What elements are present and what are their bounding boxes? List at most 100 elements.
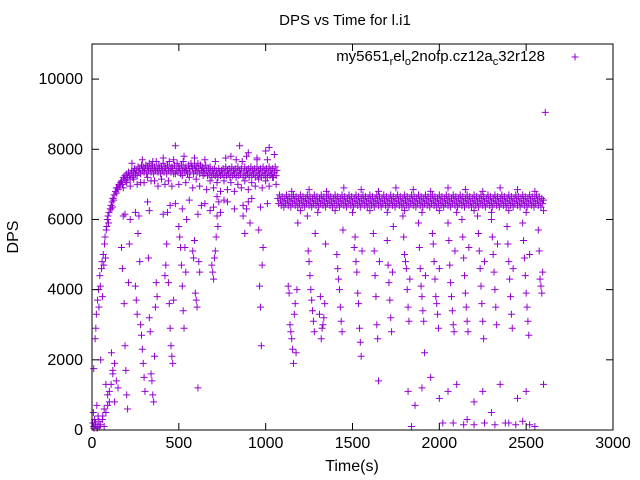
data-point	[271, 163, 279, 171]
data-point	[197, 201, 205, 209]
data-point	[292, 349, 300, 357]
data-point	[465, 244, 473, 252]
data-point	[124, 279, 132, 287]
data-point	[370, 247, 378, 255]
data-point	[179, 307, 187, 315]
data-point	[526, 421, 534, 429]
data-point	[521, 272, 529, 280]
y-tick-label: 2000	[47, 352, 83, 369]
data-point	[163, 240, 171, 248]
data-point	[414, 219, 422, 227]
data-point	[199, 172, 207, 180]
data-point	[405, 203, 413, 211]
data-point	[506, 275, 514, 283]
data-point	[307, 286, 315, 294]
data-point	[140, 179, 148, 187]
data-point	[308, 203, 316, 211]
data-point	[144, 198, 152, 206]
data-point	[284, 282, 292, 290]
data-point	[342, 203, 350, 211]
data-point	[401, 251, 409, 259]
data-point	[519, 219, 527, 227]
data-point	[431, 275, 439, 283]
data-point	[303, 212, 311, 220]
data-point	[490, 268, 498, 276]
data-point	[159, 210, 167, 218]
data-point	[523, 303, 531, 311]
data-point	[238, 158, 246, 166]
data-point	[90, 422, 98, 430]
data-point	[148, 377, 156, 385]
data-point	[208, 173, 216, 181]
x-axis-title: Time(s)	[325, 458, 379, 475]
data-point	[444, 387, 452, 395]
data-point	[175, 222, 183, 230]
data-point	[418, 293, 426, 301]
data-point	[392, 184, 400, 192]
y-tick: 4000	[47, 282, 613, 299]
data-point	[129, 173, 137, 181]
data-point	[133, 172, 141, 180]
data-point	[94, 296, 102, 304]
y-tick: 8000	[47, 141, 613, 158]
legend-marker-symbol	[571, 53, 579, 61]
data-point	[375, 258, 383, 266]
data-point	[421, 349, 429, 357]
data-point	[110, 196, 118, 204]
data-point	[193, 303, 201, 311]
data-point	[383, 208, 391, 216]
data-point	[374, 335, 382, 343]
data-point	[95, 303, 103, 311]
data-point	[337, 317, 345, 325]
data-point	[242, 172, 250, 180]
data-point	[435, 265, 443, 273]
data-point	[131, 208, 139, 216]
data-point	[322, 203, 330, 211]
data-point	[433, 300, 441, 308]
data-point	[223, 172, 231, 180]
data-point	[318, 324, 326, 332]
data-point	[461, 289, 469, 297]
data-point	[169, 359, 177, 367]
data-point	[172, 166, 180, 174]
data-point	[369, 229, 377, 237]
data-point	[122, 366, 130, 374]
y-tick: 2000	[47, 352, 613, 369]
data-point	[151, 303, 159, 311]
data-point	[262, 177, 270, 185]
data-point	[450, 328, 458, 336]
data-point	[448, 307, 456, 315]
data-point	[480, 258, 488, 266]
data-point	[237, 165, 245, 173]
data-point	[107, 380, 115, 388]
data-point	[399, 212, 407, 220]
data-point	[149, 158, 157, 166]
data-point	[489, 251, 497, 259]
data-point	[215, 198, 223, 206]
data-point	[377, 203, 385, 211]
data-point	[144, 173, 152, 181]
data-point	[141, 387, 149, 395]
data-point	[508, 324, 516, 332]
data-point	[265, 144, 273, 152]
data-point	[522, 387, 530, 395]
data-point	[270, 151, 278, 159]
data-point	[432, 293, 440, 301]
data-point	[507, 310, 515, 318]
data-point	[185, 196, 193, 204]
data-point	[182, 268, 190, 276]
data-point	[386, 296, 394, 304]
data-point	[504, 240, 512, 248]
data-point	[272, 180, 280, 188]
data-point	[453, 380, 461, 388]
data-point	[204, 165, 212, 173]
data-point	[126, 215, 134, 223]
data-point	[317, 335, 325, 343]
data-point	[96, 272, 104, 280]
data-point	[373, 321, 381, 329]
data-point	[248, 172, 256, 180]
data-point	[322, 240, 330, 248]
data-point	[479, 187, 487, 195]
data-point	[385, 279, 393, 287]
